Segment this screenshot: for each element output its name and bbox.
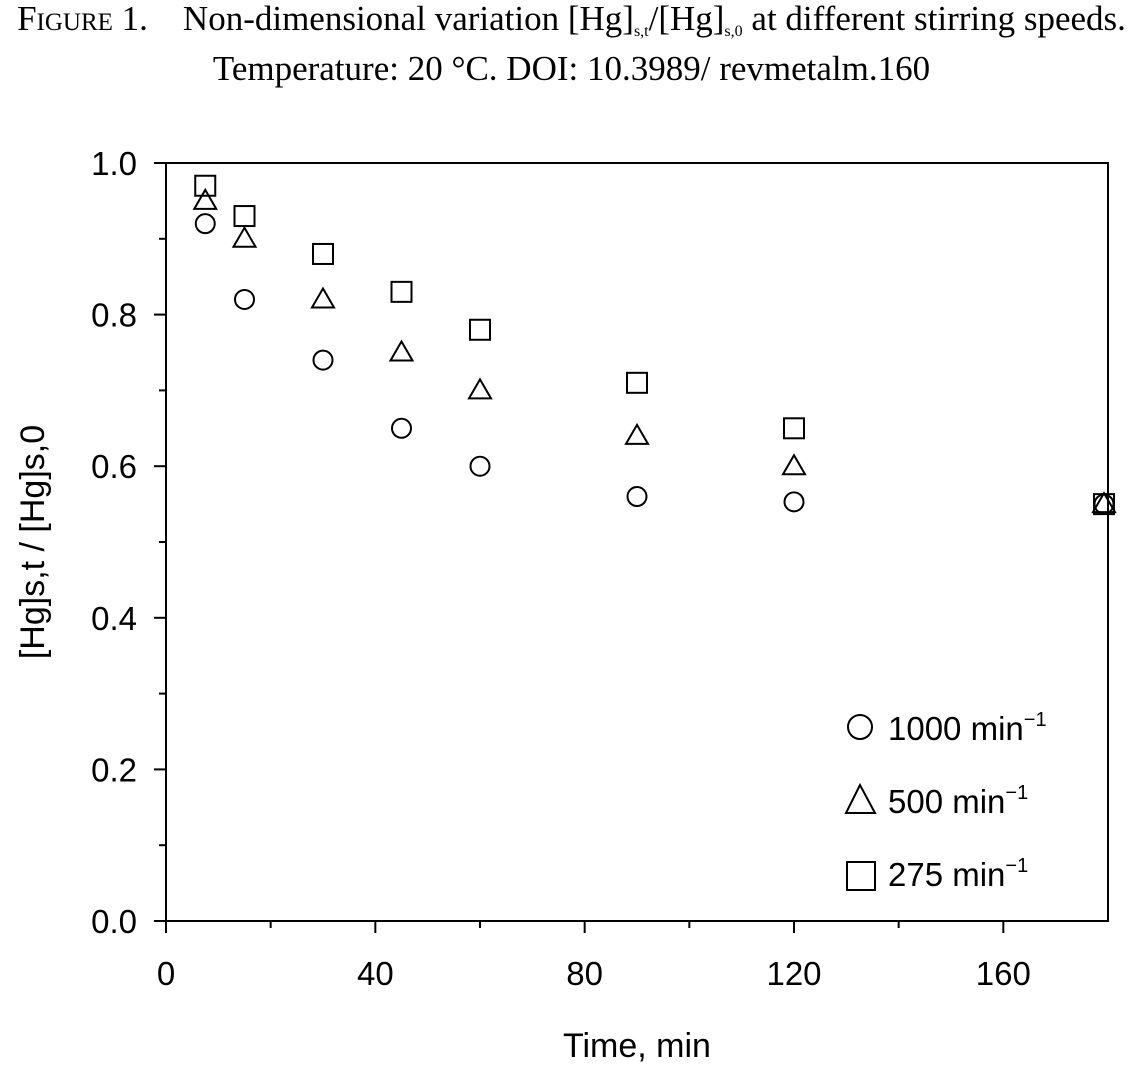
y-tick-label: 0.0	[91, 903, 137, 940]
square-data-point	[626, 371, 648, 394]
square-legend-marker	[846, 861, 876, 891]
triangle-data-point	[310, 286, 336, 309]
x-tick-label: 120	[766, 955, 821, 992]
caption-text-1: Non-dimensional variation [Hg]	[182, 0, 634, 38]
circle-data-point	[469, 455, 491, 477]
triangle-data-point	[467, 377, 493, 400]
y-tick-label: 1.0	[91, 145, 137, 182]
y-tick-label: 0.6	[91, 448, 137, 485]
caption-sub-1: s,t	[633, 23, 649, 40]
legend-label: 500 min−1	[888, 782, 1028, 820]
legend: 1000 min−1 500 min−1 275 min−1	[844, 709, 1047, 893]
circle-data-point	[783, 491, 805, 513]
caption-text-2: /[Hg]	[648, 0, 725, 38]
triangle-data-point	[781, 453, 807, 476]
x-tick-label: 0	[157, 955, 175, 992]
triangle-legend-marker	[844, 782, 877, 814]
axis-ticks: 0 40 80 120 160 0.0 0.2 0.4 0.6 0.8 1.0	[91, 145, 1031, 992]
triangle-data-point	[388, 339, 415, 362]
square-data-point	[1093, 493, 1115, 516]
caption-text-3: at different stirring speeds. Temperatur…	[212, 0, 1126, 88]
square-data-point	[194, 174, 217, 197]
figure-label: Figure 1.	[17, 0, 148, 38]
triangle-data-point	[231, 225, 258, 248]
square-data-point	[233, 205, 256, 228]
x-axis-title: Time, min	[563, 1027, 711, 1065]
circle-data-point	[312, 349, 334, 371]
triangle-data-point	[1091, 491, 1117, 514]
legend-label-superscript: −1	[1005, 855, 1028, 877]
square-data-point	[312, 242, 334, 265]
y-axis-title: [Hg]s,t / [Hg]s,0	[14, 425, 52, 659]
circle-legend-marker	[847, 714, 873, 740]
circle-data-point	[626, 486, 648, 508]
x-tick-label: 40	[357, 955, 394, 992]
legend-label-superscript: −1	[1024, 709, 1047, 731]
circle-data-point	[391, 417, 412, 439]
x-tick-label: 80	[566, 955, 603, 992]
triangle-data-point	[624, 422, 650, 445]
square-data-point	[390, 280, 413, 303]
circle-data-point	[194, 213, 216, 235]
y-tick-label: 0.2	[91, 751, 137, 788]
figure-caption: Figure 1. Non-dimensional variation [Hg]…	[0, 0, 1143, 87]
legend-label: 1000 min−1	[888, 709, 1047, 747]
legend-label-superscript: −1	[1005, 782, 1028, 804]
data-marks	[192, 174, 1117, 516]
square-data-point	[783, 417, 805, 440]
y-tick-label: 0.4	[91, 600, 137, 637]
square-data-point	[469, 318, 491, 341]
y-tick-label: 0.8	[91, 297, 137, 334]
legend-label: 275 min−1	[888, 855, 1028, 893]
caption-sub-2: s,0	[724, 23, 743, 40]
circle-data-point	[234, 288, 255, 310]
triangle-data-point	[192, 187, 218, 210]
x-tick-label: 160	[976, 955, 1031, 992]
